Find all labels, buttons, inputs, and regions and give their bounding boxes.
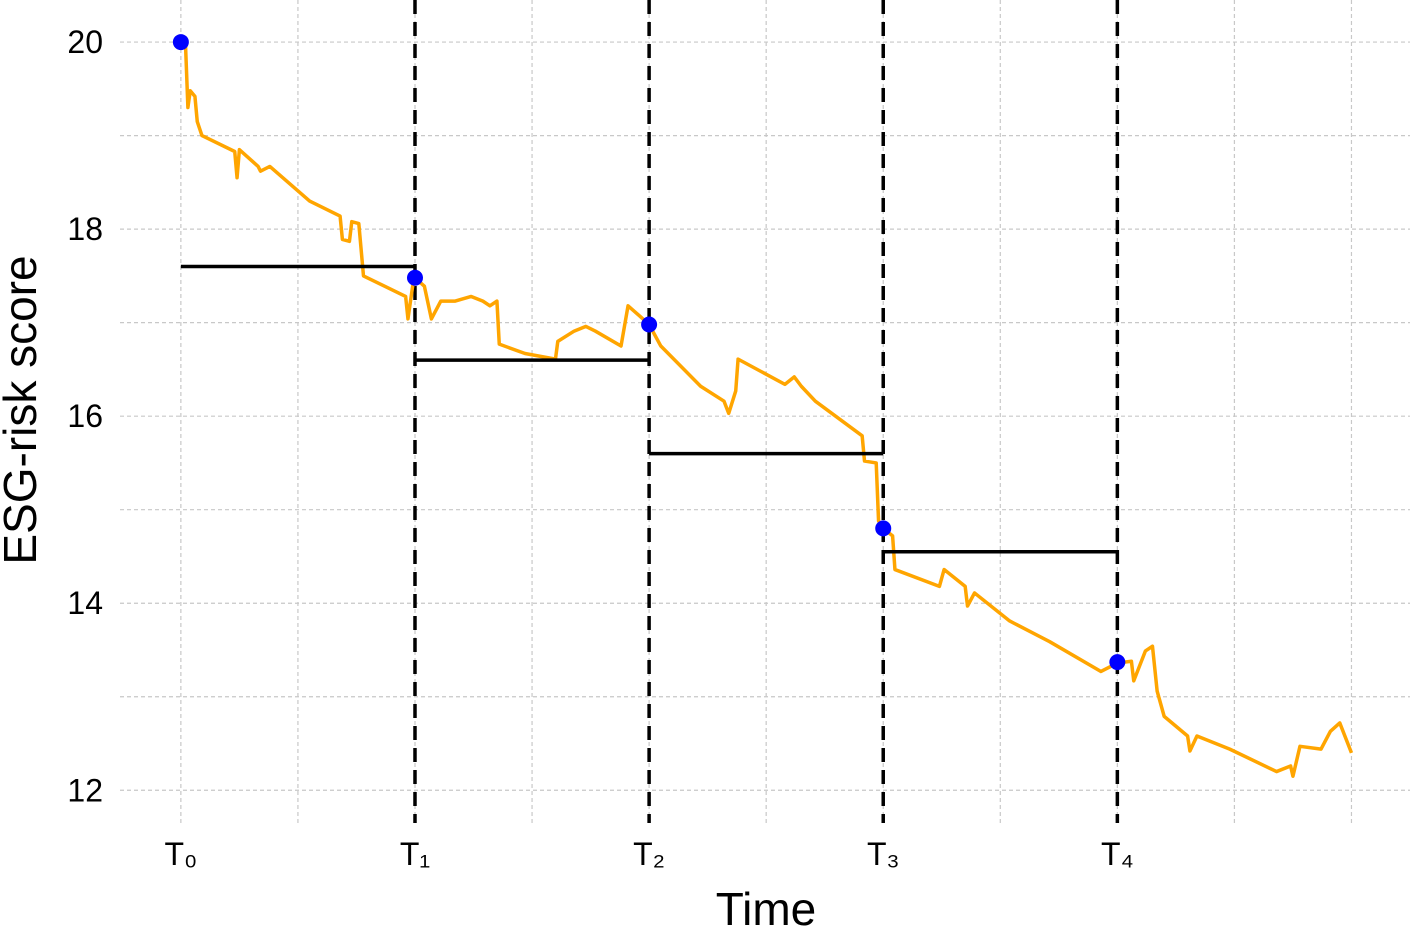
- y-tick-label: 12: [67, 772, 103, 808]
- y-tick-label: 20: [67, 24, 103, 60]
- marker-point: [875, 520, 892, 537]
- y-axis-label: ESG-risk score: [0, 255, 46, 564]
- marker-point: [641, 316, 658, 333]
- x-tick-label: T₃: [867, 836, 900, 872]
- y-tick-label: 18: [67, 211, 103, 247]
- y-tick-label: 14: [67, 585, 103, 621]
- x-tick-label: T₁: [400, 836, 430, 872]
- marker-point: [172, 34, 189, 51]
- marker-point: [406, 269, 423, 286]
- x-axis-label: Time: [716, 883, 817, 935]
- series-line: [179, 40, 1354, 778]
- x-tick-label: T₂: [633, 836, 665, 872]
- x-tick-label: T₀: [164, 836, 197, 872]
- marker-point: [1109, 654, 1126, 671]
- y-tick-label: 16: [67, 398, 103, 434]
- x-tick-label: T₄: [1101, 836, 1134, 872]
